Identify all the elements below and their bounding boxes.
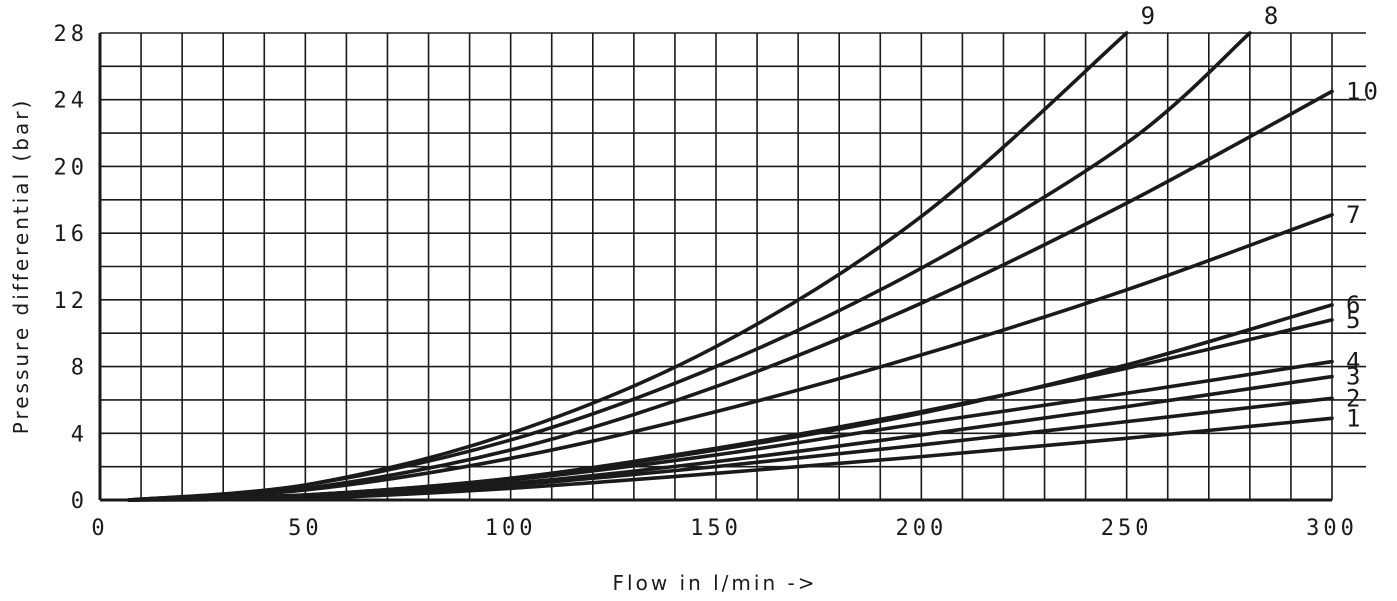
curve-label-2: 2 (1346, 384, 1363, 412)
curve-3 (126, 374, 1334, 502)
x-tick-labels: 0 50 100 150 200 250 300 (91, 516, 1358, 541)
x-tick-label: 200 (895, 516, 947, 541)
y-tick-label: 16 (54, 222, 89, 247)
y-tick-label: 4 (71, 422, 88, 447)
y-tick-label: 8 (71, 356, 88, 381)
y-axis-title: Pressure differential (bar) (9, 98, 33, 435)
curve-label-9: 9 (1141, 2, 1158, 30)
curve-label-5: 5 (1346, 306, 1363, 334)
chart-curves (126, 31, 1334, 502)
y-tick-label: 12 (54, 289, 89, 314)
curve-label-10: 10 (1346, 77, 1381, 105)
curve-6 (126, 303, 1334, 502)
curve-label-1: 1 (1346, 404, 1363, 432)
x-tick-label: 100 (485, 516, 537, 541)
x-tick-label: 150 (690, 516, 742, 541)
y-tick-label: 0 (71, 489, 88, 514)
x-axis-title: Flow in l/min -> (613, 571, 818, 595)
curve-label-8: 8 (1264, 2, 1281, 30)
x-tick-label: 250 (1101, 516, 1153, 541)
curve-10 (126, 89, 1334, 502)
y-tick-label: 24 (54, 89, 89, 114)
curve-label-7: 7 (1346, 201, 1363, 229)
curve-label-3: 3 (1346, 363, 1363, 391)
x-tick-label: 0 (91, 516, 108, 541)
y-tick-label: 28 (54, 22, 89, 47)
y-tick-labels: 0 4 8 12 16 20 24 28 (54, 22, 89, 514)
curve-label-6: 6 (1346, 291, 1363, 319)
curve-label-4: 4 (1346, 348, 1363, 376)
curve-9 (126, 31, 1129, 502)
x-tick-label: 300 (1306, 516, 1358, 541)
x-tick-label: 50 (288, 516, 323, 541)
y-tick-label: 20 (54, 155, 89, 180)
